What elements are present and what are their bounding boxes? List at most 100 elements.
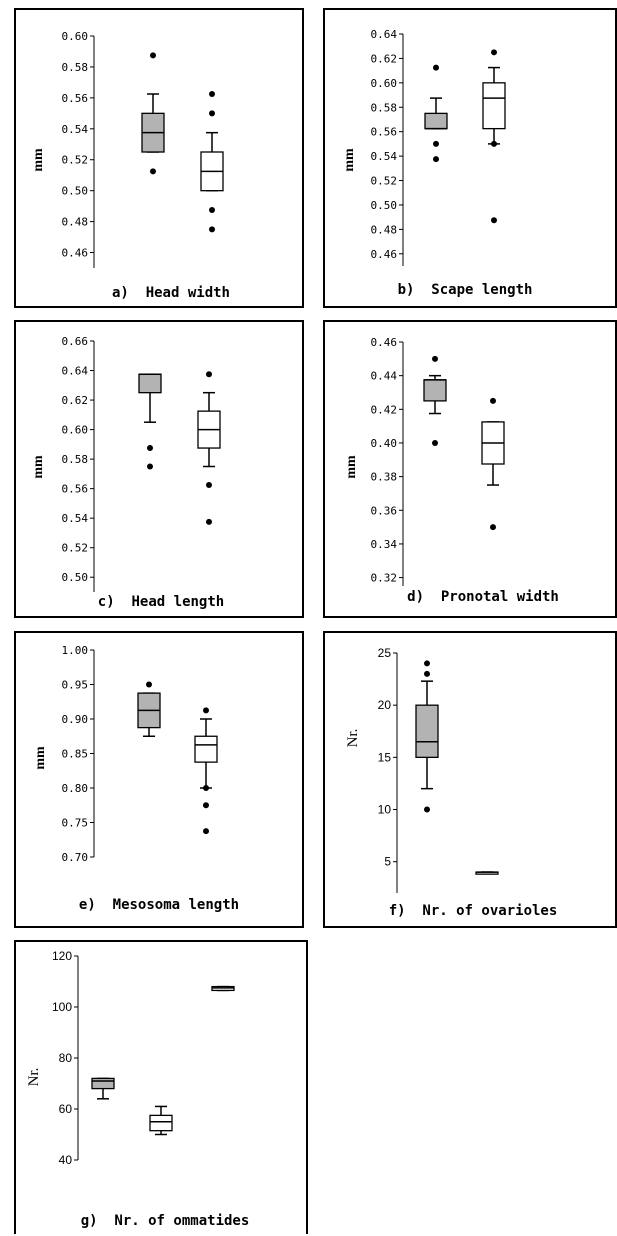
box-iqr [482,82,506,130]
box-iqr [138,373,162,394]
y-tick-label: 5 [384,855,391,869]
y-tick-label: 0.48 [371,223,398,236]
y-tick-label: 0.85 [62,748,89,761]
chart-scape-length: 0.64 0.62 0.60 0.58 0.56 0.54 0.52 0.50 0.48 0.46… [342,28,533,298]
outlier-point [203,802,209,809]
box-2 [197,371,221,525]
y-tick-label: 0.52 [371,175,398,188]
y-tick-label: 0.95 [62,679,89,692]
y-tick-label: 0.46 [371,248,398,261]
y-axis-label: Nr. [26,1068,42,1087]
outlier-point [209,226,215,233]
y-tick-label: 0.50 [62,185,89,198]
y-tick-label: 0.64 [371,28,398,41]
outlier-point [147,463,153,470]
box-2 [482,49,506,224]
y-tick-label: 0.52 [62,154,89,167]
y-tick-label: 0.50 [371,199,398,212]
outlier-point [209,110,215,117]
chart-head-width: 0.60 0.58 0.56 0.54 0.52 0.50 0.48 0.46 mm a) Hea… [31,30,230,301]
y-tick-label: 0.50 [62,571,89,584]
box-iqr [415,704,439,758]
outlier-point [146,681,152,688]
outlier-point [491,49,497,56]
y-tick-label: 0.90 [62,713,89,726]
box-1 [91,1077,115,1100]
y-tick-label: 0.48 [62,216,89,229]
y-tick-label: 0.60 [62,424,89,437]
y-tick-label: 0.58 [371,101,398,114]
box-1 [138,373,162,470]
box-iqr [149,1114,173,1132]
chart-head-length: 0.66 0.64 0.62 0.60 0.58 0.56 0.54 0.52 0.50 mm c)… [31,335,224,610]
box-1 [423,355,447,446]
box-iqr [423,379,447,402]
chart-ovarioles: 25 20 15 10 5 Nr. f) Nr. of ovarioles [345,646,557,919]
outlier-point [206,371,212,378]
panel-mesosoma-length: 1.00 0.95 0.90 0.85 0.80 0.75 0.70 mm e) Mesosom… [14,631,304,928]
outlier-point [150,52,156,59]
y-tick-label: 0.38 [371,471,398,484]
y-tick-label: 0.40 [371,437,398,450]
panel-pronotal-width: 0.46 0.44 0.42 0.40 0.38 0.36 0.34 0.32 mm d) Pro… [323,320,617,618]
box-1 [415,660,439,813]
y-tick-label: 0.62 [62,394,89,407]
panel-head-width: 0.60 0.58 0.56 0.54 0.52 0.50 0.48 0.46 mm a) Hea… [14,8,304,308]
y-tick-label: 0.46 [62,247,89,260]
y-tick-label: 10 [378,803,392,817]
chart-title: a) Head width [112,285,230,301]
chart-title: g) Nr. of ommatides [81,1213,250,1229]
box-2 [194,707,218,835]
y-tick-label: 0.70 [62,851,89,864]
y-tick-label: 0.80 [62,782,89,795]
outlier-point [424,670,430,677]
y-tick-label: 0.60 [62,30,89,43]
box-2 [200,91,224,233]
y-tick-label: 0.60 [371,77,398,90]
y-tick-label: 0.62 [371,52,398,65]
y-axis-label: mm [344,455,359,479]
y-tick-label: 120 [52,949,72,963]
outlier-point [491,140,497,147]
y-tick-label: 25 [378,646,392,660]
y-tick-label: 0.52 [62,542,89,555]
outlier-point [203,707,209,714]
y-tick-label: 60 [59,1102,73,1116]
outlier-point [209,91,215,97]
box-2 [475,871,499,875]
y-tick-label: 0.54 [371,150,398,163]
chart-title: b) Scape length [398,282,533,298]
y-tick-label: 0.58 [62,453,89,466]
y-tick-label: 0.58 [62,61,89,74]
y-tick-label: 0.66 [62,335,89,348]
outlier-point [206,481,212,488]
chart-title: e) Mesosoma length [79,897,239,913]
outlier-point [424,660,430,667]
outlier-point [433,140,439,147]
outlier-point [433,64,439,71]
y-tick-label: 0.56 [62,483,89,496]
y-tick-label: 20 [378,698,392,712]
box-iqr [424,112,448,130]
y-axis-label: Nr. [345,729,361,748]
outlier-point [490,524,496,531]
panel-head-length: 0.66 0.64 0.62 0.60 0.58 0.56 0.54 0.52 0.50 mm c)… [14,320,304,618]
y-tick-label: 0.44 [371,370,398,383]
box-3 [211,985,235,992]
outlier-point [206,518,212,525]
box-iqr [91,1077,115,1090]
y-tick-label: 0.75 [62,817,89,830]
y-axis-label: mm [31,455,46,479]
y-tick-label: 0.54 [62,512,89,525]
outlier-point [490,397,496,404]
y-tick-label: 0.32 [371,572,398,585]
y-tick-label: 0.54 [62,123,89,136]
y-tick-label: 80 [59,1051,73,1065]
chart-title: d) Pronotal width [407,589,559,605]
outlier-point [432,439,438,446]
y-tick-label: 1.00 [62,644,89,657]
outlier-point [432,355,438,362]
chart-pronotal-width: 0.46 0.44 0.42 0.40 0.38 0.36 0.34 0.32 mm d) Pro… [344,336,559,605]
chart-mesosoma-length: 1.00 0.95 0.90 0.85 0.80 0.75 0.70 mm e) Mesosom… [33,644,239,913]
chart-title: c) Head length [98,594,224,610]
